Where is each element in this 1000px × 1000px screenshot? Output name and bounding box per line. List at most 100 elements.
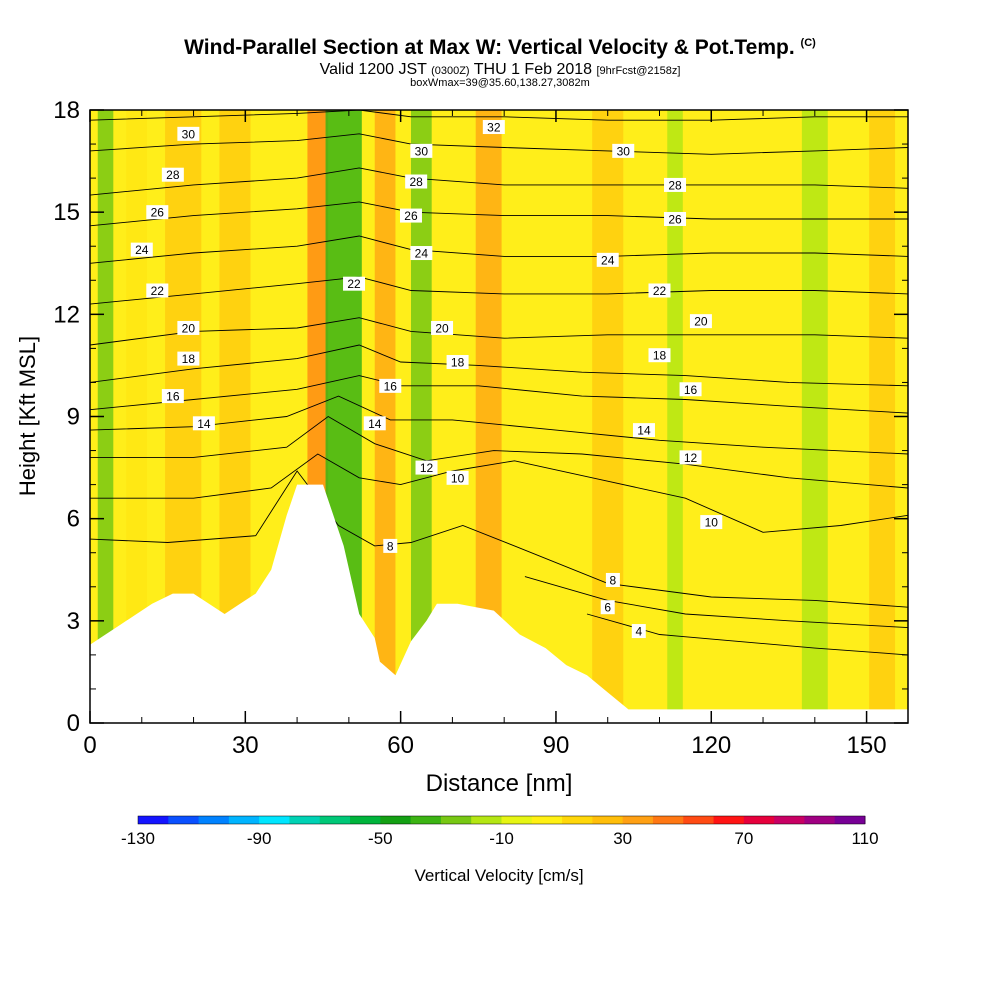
colorbar-swatch-23: [834, 816, 866, 824]
contour-label-14: 14: [197, 417, 211, 431]
colorbar-tick-label-4: 30: [613, 829, 632, 848]
colorbar-swatch-7: [350, 816, 381, 824]
velocity-band-11: [801, 110, 828, 723]
colorbar-swatch-17: [652, 816, 684, 824]
contour-label-16: 16: [684, 383, 698, 397]
contour-label-bg-19: [415, 460, 438, 475]
colorbar-label: Vertical Velocity [cm/s]: [414, 866, 583, 885]
contour-label-bg-29: [679, 382, 702, 397]
colorbar-swatch-19: [713, 816, 745, 824]
x-axis-label: Distance [nm]: [426, 770, 573, 797]
contour-label-bg-5: [177, 320, 200, 335]
x-tick-label-2: 60: [387, 732, 414, 759]
valid-utc: (0300Z): [431, 65, 470, 77]
contour-label-bg-2: [146, 205, 169, 220]
contour-label-22: 22: [653, 284, 667, 298]
contour-label-14: 14: [368, 417, 382, 431]
contour-label-26: 26: [151, 206, 165, 220]
contour-label-bg-21: [383, 538, 398, 553]
valid-prefix: Valid 1200 JST: [319, 61, 427, 78]
contour-label-bg-0: [177, 126, 200, 141]
contour-label-bg-25: [596, 252, 619, 267]
colorbar-swatch-3: [228, 816, 260, 824]
contour-label-bg-13: [410, 246, 433, 261]
contour-label-bg-17: [379, 378, 402, 393]
contour-label-20: 20: [435, 321, 449, 335]
contour-label-24: 24: [601, 253, 615, 267]
contour-label-bg-34: [600, 600, 615, 615]
copyright-mark: (C): [800, 37, 816, 49]
contour-label-12: 12: [684, 451, 698, 465]
contour-label-bg-33: [605, 572, 620, 587]
colorbar-swatch-15: [592, 816, 624, 824]
contour-label-30: 30: [182, 127, 196, 141]
contour-label-30: 30: [617, 144, 631, 158]
contour-label-bg-8: [192, 416, 215, 431]
y-tick-label-1: 3: [67, 608, 80, 635]
colorbar-swatch-21: [774, 816, 805, 824]
theta-contour-26: [90, 201, 908, 227]
contour-label-bg-15: [431, 320, 454, 335]
theta-contour-20: [90, 317, 908, 346]
y-tick-label-6: 18: [53, 97, 80, 124]
colorbar-tick-label-6: 110: [851, 829, 878, 848]
contour-label-bg-16: [446, 355, 469, 370]
colorbar-swatch-5: [289, 816, 321, 824]
colorbar-tick-label-2: -50: [368, 829, 393, 848]
theta-contour-14: [90, 395, 908, 455]
contour-label-bg-28: [648, 348, 671, 363]
theta-contour-28: [90, 167, 908, 196]
contour-label-26: 26: [404, 209, 418, 223]
contour-label-10: 10: [451, 471, 465, 485]
chart-subtitle: Valid 1200 JST (0300Z) THU 1 Feb 2018 [9…: [0, 61, 1000, 79]
colorbar-swatch-12: [501, 816, 533, 824]
contour-label-10: 10: [705, 516, 719, 530]
velocity-band-10: [667, 110, 683, 723]
contour-label-8: 8: [610, 573, 617, 587]
colorbar-swatch-20: [743, 816, 775, 824]
contour-label-6: 6: [604, 601, 611, 615]
contour-label-24: 24: [135, 243, 149, 257]
contour-label-bg-6: [177, 351, 200, 366]
contour-label-8: 8: [387, 539, 394, 553]
y-tick-label-0: 0: [67, 710, 80, 737]
contour-labels: 30 28 26 24 22 20 18 16 14 32 30 28 26 24 22 20 18 16 14 12…: [130, 120, 723, 639]
colorbar-swatch-2: [198, 816, 230, 824]
contour-label-bg-32: [700, 515, 723, 530]
contour-label-bg-4: [146, 283, 169, 298]
contour-label-bg-10: [410, 143, 433, 158]
contour-label-28: 28: [409, 175, 423, 189]
y-tick-label-5: 15: [53, 199, 80, 226]
contour-label-18: 18: [182, 352, 196, 366]
contour-label-bg-23: [664, 177, 687, 192]
contour-label-28: 28: [166, 168, 180, 182]
contour-label-18: 18: [451, 356, 465, 370]
x-tick-label-4: 120: [691, 732, 731, 759]
forecast-info: [9hrFcst@2158z]: [596, 65, 681, 77]
velocity-band-9: [592, 110, 624, 723]
colorbar-swatch-18: [683, 816, 715, 824]
colorbar-swatch-6: [319, 816, 351, 824]
contour-label-16: 16: [384, 379, 398, 393]
velocity-band-1: [126, 110, 147, 723]
contour-label-bg-20: [446, 470, 469, 485]
contour-label-32: 32: [487, 121, 501, 135]
x-tick-label-0: 0: [83, 732, 96, 759]
velocity-band-12: [869, 110, 896, 723]
contour-label-bg-14: [343, 276, 366, 291]
colorbar-swatch-0: [138, 816, 169, 824]
box-info: boxWmax=39@35.60,138.27,3082m: [410, 77, 590, 89]
contour-label-30: 30: [415, 144, 429, 158]
chart-title: Wind-Parallel Section at Max W: Vertical…: [0, 36, 1000, 60]
y-axis-label: Height [Kft MSL]: [15, 336, 40, 496]
colorbar-swatch-16: [622, 816, 654, 824]
velocity-band-7: [410, 110, 432, 723]
contour-label-20: 20: [694, 315, 708, 329]
colorbar-swatch-14: [562, 816, 593, 824]
colorbar-swatch-11: [471, 816, 502, 824]
theta-contour-18: [90, 344, 908, 387]
terrain-mask: [90, 484, 908, 723]
x-tick-label-3: 90: [543, 732, 570, 759]
contour-label-bg-26: [648, 283, 671, 298]
